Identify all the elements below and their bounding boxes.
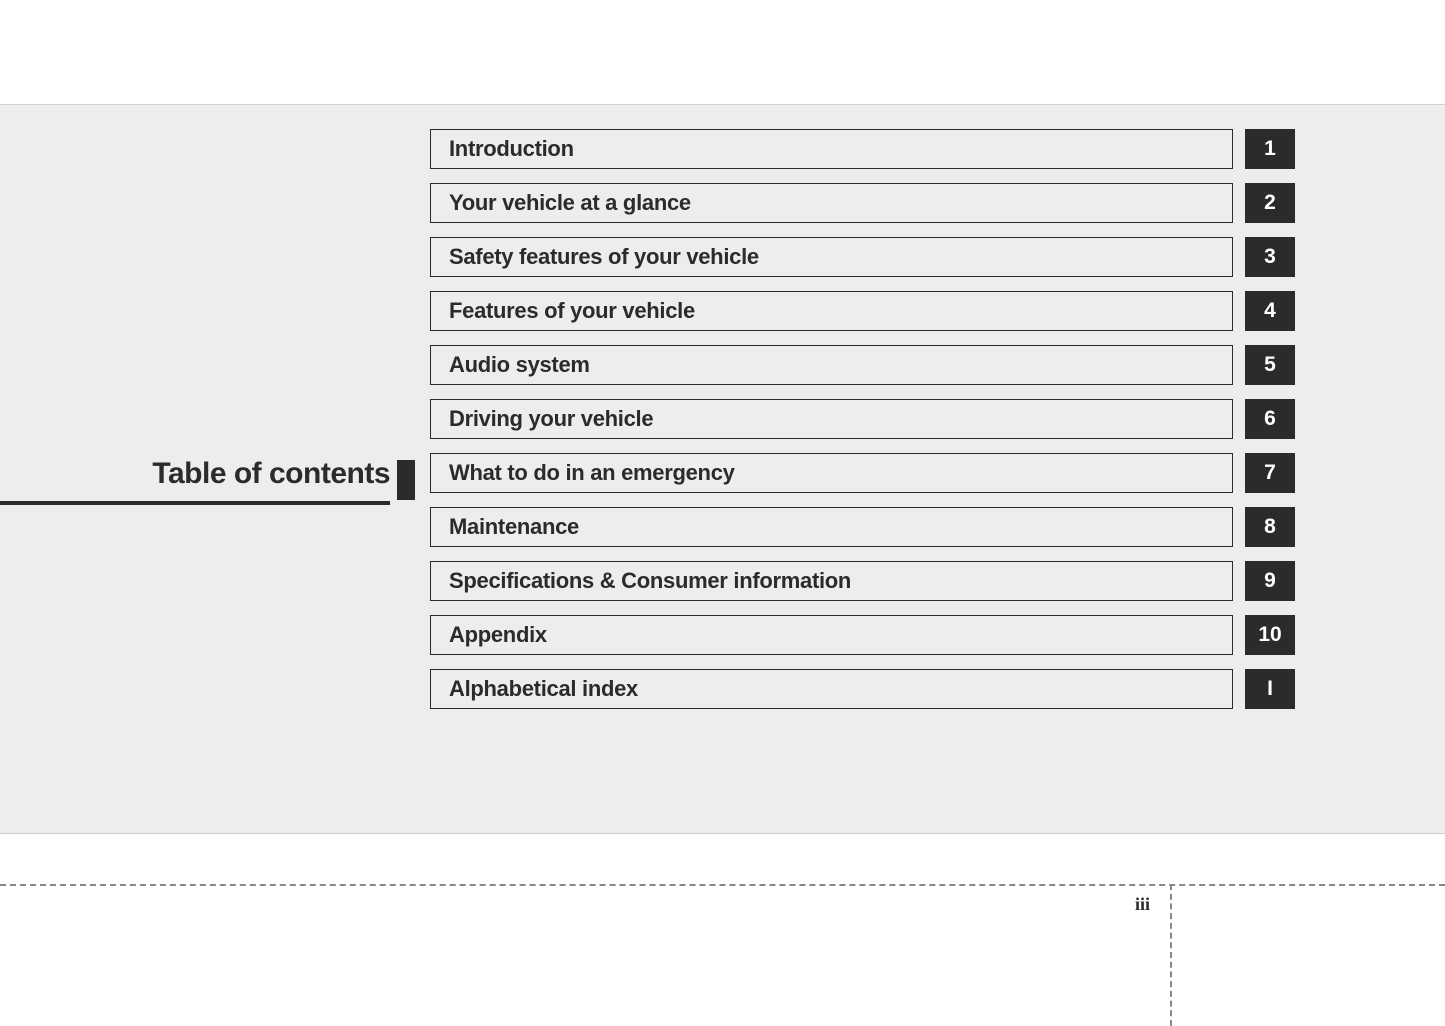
toc-chapter-number: 2 <box>1245 183 1295 223</box>
toc-row: Driving your vehicle 6 <box>430 399 1295 439</box>
toc-label: Safety features of your vehicle <box>430 237 1233 277</box>
toc-label: Driving your vehicle <box>430 399 1233 439</box>
toc-label: Audio system <box>430 345 1233 385</box>
crop-mark-horizontal <box>0 884 1445 886</box>
toc-label: Appendix <box>430 615 1233 655</box>
toc-chapter-number: 8 <box>1245 507 1295 547</box>
toc-chapter-number: 1 <box>1245 129 1295 169</box>
page-background: Table of contents Introduction 1 Your ve… <box>0 104 1445 834</box>
toc-chapter-number: 5 <box>1245 345 1295 385</box>
title-underline <box>0 501 390 505</box>
toc-chapter-number: 4 <box>1245 291 1295 331</box>
toc-row: Features of your vehicle 4 <box>430 291 1295 331</box>
toc-chapter-number: 6 <box>1245 399 1295 439</box>
toc-label: Features of your vehicle <box>430 291 1233 331</box>
page-number: iii <box>1135 894 1150 915</box>
toc-label: Alphabetical index <box>430 669 1233 709</box>
toc-chapter-number: I <box>1245 669 1295 709</box>
toc-chapter-number: 7 <box>1245 453 1295 493</box>
toc-label: What to do in an emergency <box>430 453 1233 493</box>
crop-mark-vertical <box>1170 884 1172 1026</box>
toc-label: Introduction <box>430 129 1233 169</box>
page-title: Table of contents <box>0 457 410 491</box>
toc-row: Maintenance 8 <box>430 507 1295 547</box>
title-block: Table of contents <box>0 457 410 491</box>
toc-row: Appendix 10 <box>430 615 1295 655</box>
toc-label: Maintenance <box>430 507 1233 547</box>
toc-row: Introduction 1 <box>430 129 1295 169</box>
toc-chapter-number: 9 <box>1245 561 1295 601</box>
toc-list: Introduction 1 Your vehicle at a glance … <box>430 129 1295 723</box>
toc-row: Safety features of your vehicle 3 <box>430 237 1295 277</box>
toc-chapter-number: 10 <box>1245 615 1295 655</box>
toc-row: Audio system 5 <box>430 345 1295 385</box>
toc-row: What to do in an emergency 7 <box>430 453 1295 493</box>
title-tab-marker <box>397 460 415 500</box>
toc-row: Your vehicle at a glance 2 <box>430 183 1295 223</box>
toc-label: Specifications & Consumer information <box>430 561 1233 601</box>
toc-chapter-number: 3 <box>1245 237 1295 277</box>
toc-row: Alphabetical index I <box>430 669 1295 709</box>
toc-row: Specifications & Consumer information 9 <box>430 561 1295 601</box>
toc-label: Your vehicle at a glance <box>430 183 1233 223</box>
